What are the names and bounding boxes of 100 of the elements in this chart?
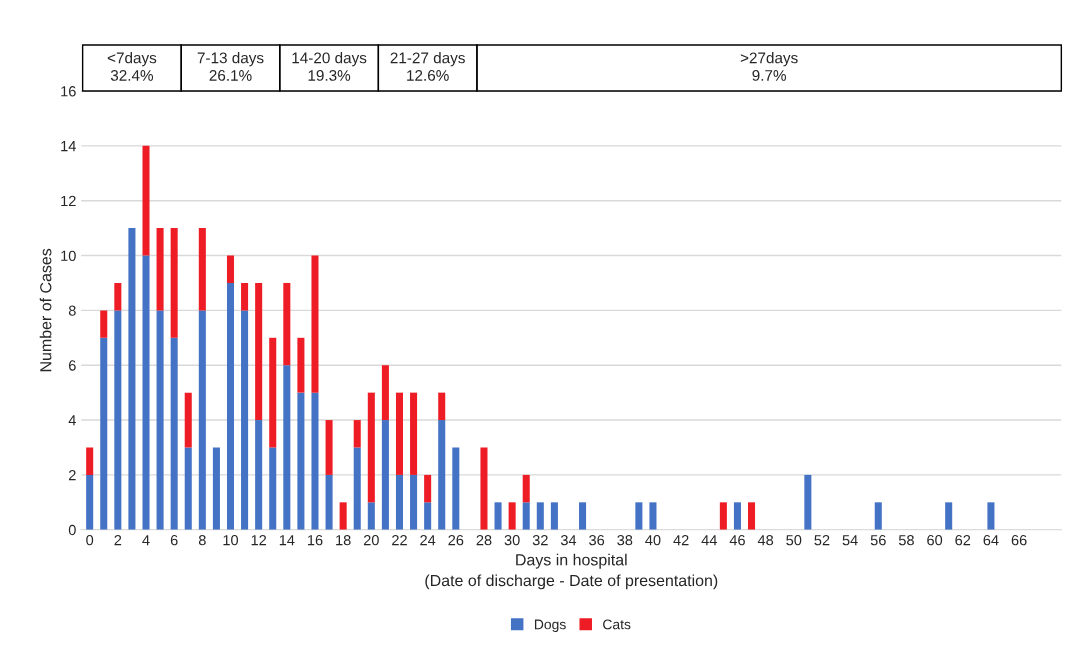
- x-tick-label: 50: [786, 535, 802, 546]
- x-tick-label: 34: [560, 535, 577, 546]
- bar: [536, 502, 544, 530]
- x-tick-label: 54: [842, 535, 858, 546]
- bar: [649, 502, 657, 530]
- bar: [424, 502, 432, 530]
- bar: [635, 502, 643, 530]
- bar: [226, 255, 235, 283]
- bar: [156, 228, 164, 311]
- bar: [86, 474, 94, 530]
- bar: [987, 502, 995, 530]
- y-tick-label: 2: [68, 470, 76, 481]
- x-tick-label: 2: [114, 535, 122, 546]
- bar: [212, 447, 220, 530]
- x-tick-label: 42: [673, 535, 689, 546]
- x-tick-label: 10: [223, 535, 239, 546]
- bar: [128, 228, 136, 530]
- text: 7-13 days 26.1%: [197, 52, 264, 81]
- y-axis-title: Number of Cases: [39, 248, 52, 372]
- x-tick-label: 22: [392, 535, 407, 546]
- bar: [255, 420, 263, 530]
- bar: [241, 282, 249, 311]
- x-tick-label: 18: [336, 535, 351, 546]
- x-tick-label: 20: [363, 535, 379, 546]
- y-tick-label: 6: [68, 360, 76, 371]
- bar: [367, 392, 375, 503]
- x-tick-label: 48: [757, 535, 774, 546]
- x-tick-label: 8: [198, 535, 206, 546]
- x-tick-label: 62: [955, 535, 971, 546]
- x-tick-label: 44: [701, 535, 717, 546]
- bar: [142, 255, 150, 530]
- bar: [198, 310, 206, 530]
- bar: [522, 474, 530, 503]
- bar: [142, 145, 150, 256]
- bar: [480, 447, 488, 530]
- x-tick-label: 60: [927, 535, 943, 546]
- bar: [452, 447, 460, 530]
- x-tick-label: 28: [476, 535, 492, 546]
- y-tick-label: 14: [61, 141, 76, 152]
- text: >27days 9.7%: [740, 52, 798, 81]
- x-tick-label: 14: [279, 535, 295, 546]
- bar: [297, 392, 305, 530]
- x-tick-label: 4: [142, 535, 150, 546]
- x-tick-label: 6: [170, 535, 178, 546]
- legend-label: Cats: [603, 619, 631, 630]
- bar: [170, 228, 178, 338]
- bar: [945, 502, 953, 530]
- bar: [719, 502, 727, 530]
- x-tick-label: 36: [589, 535, 605, 546]
- x-tick-label: 46: [729, 535, 745, 546]
- bar: [184, 392, 192, 448]
- bar: [410, 474, 418, 530]
- bar: [381, 365, 389, 421]
- bar: [198, 228, 206, 311]
- bar: [283, 282, 291, 366]
- bar: [381, 420, 389, 530]
- x-tick-label: 12: [251, 535, 267, 546]
- text: 14-20 days 19.3%: [292, 52, 367, 81]
- bar: [494, 502, 502, 530]
- bar: [395, 474, 403, 530]
- text: <7days 32.4%: [107, 52, 157, 81]
- bar: [114, 282, 122, 311]
- bar: [311, 255, 319, 393]
- bar: [874, 502, 882, 530]
- x-tick-label: 16: [307, 535, 323, 546]
- bar: [508, 502, 516, 530]
- bar: [241, 310, 249, 530]
- x-tick-label: 32: [532, 535, 548, 546]
- x-axis-title: Days in hospital (Date of discharge - Date of presentation): [425, 553, 718, 590]
- bar: [100, 337, 108, 530]
- bar: [550, 502, 558, 530]
- y-tick-label: 10: [61, 250, 76, 261]
- y-tick-label: 12: [61, 195, 76, 206]
- bar: [86, 447, 94, 475]
- bar: [353, 420, 361, 448]
- bar: [339, 502, 347, 530]
- bar: [114, 310, 122, 530]
- bar: [297, 337, 305, 393]
- y-tick-label: 8: [68, 305, 76, 316]
- bar: [424, 474, 432, 503]
- bar: [410, 392, 418, 475]
- bar: [438, 392, 446, 421]
- bar: [748, 502, 756, 530]
- x-tick-label: 30: [504, 535, 520, 546]
- bar: [311, 392, 319, 530]
- bar: [184, 447, 192, 530]
- x-tick-label: 52: [814, 535, 830, 546]
- y-tick-label: 16: [61, 86, 76, 97]
- bar: [522, 502, 530, 530]
- legend-label: Dogs: [534, 619, 566, 633]
- bar: [367, 502, 375, 530]
- bar: [353, 447, 361, 530]
- y-tick-label: 0: [68, 524, 76, 536]
- x-tick-label: 66: [1011, 535, 1027, 546]
- y-tick-label: 4: [68, 415, 76, 426]
- x-tick-label: 56: [870, 535, 886, 546]
- bar: [170, 337, 178, 530]
- x-tick-label: 24: [420, 535, 436, 546]
- bar: [325, 474, 333, 530]
- x-tick-label: 26: [448, 535, 464, 546]
